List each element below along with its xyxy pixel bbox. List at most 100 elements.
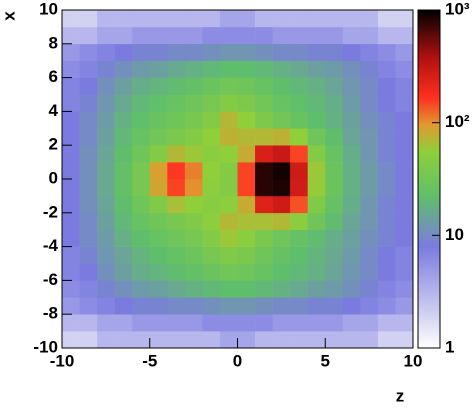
cell	[395, 10, 414, 28]
cell	[272, 111, 291, 129]
cell	[114, 179, 133, 197]
cell	[255, 145, 273, 163]
cell	[255, 10, 273, 28]
cell	[184, 60, 203, 78]
cell	[62, 77, 80, 95]
cell	[149, 10, 168, 28]
cell	[290, 162, 308, 180]
cell	[149, 229, 168, 247]
cell	[377, 246, 396, 264]
cell	[149, 145, 168, 163]
cell	[132, 26, 151, 45]
cell	[219, 212, 238, 230]
cell	[325, 314, 344, 332]
y-tick-label: -10	[33, 337, 58, 356]
x-tick-label: -10	[50, 351, 75, 370]
cell	[184, 10, 203, 28]
cell	[62, 145, 80, 163]
cell	[307, 314, 326, 332]
cell	[272, 195, 291, 214]
cell	[167, 128, 186, 146]
cell	[184, 331, 203, 349]
cell	[360, 229, 379, 247]
cell	[149, 128, 168, 146]
cell	[342, 77, 361, 95]
cell	[325, 331, 344, 349]
cell	[202, 162, 221, 180]
cell	[97, 128, 115, 146]
cell	[114, 297, 133, 315]
cell	[360, 331, 379, 349]
cell	[307, 10, 326, 28]
cell	[290, 314, 308, 332]
cell	[360, 297, 379, 315]
cell	[272, 10, 291, 28]
cell	[97, 111, 115, 129]
color-tick-label: 10³	[445, 0, 470, 18]
cell	[325, 297, 344, 315]
cell	[62, 280, 80, 298]
cell	[149, 212, 168, 230]
x-tick-label: 0	[233, 351, 242, 370]
cell	[97, 314, 115, 332]
cell	[219, 162, 238, 180]
cell	[255, 94, 273, 112]
cell	[377, 280, 396, 298]
color-tick-label: 10²	[445, 112, 470, 131]
cell	[79, 145, 98, 163]
cell	[395, 77, 414, 95]
cell	[114, 229, 133, 247]
cell	[255, 43, 273, 61]
cell	[290, 229, 308, 247]
cell	[62, 10, 80, 28]
cell	[360, 10, 379, 28]
cell	[167, 111, 186, 129]
cell	[307, 162, 326, 180]
cell	[395, 43, 414, 61]
cell	[290, 77, 308, 95]
cell	[167, 162, 186, 180]
x-tick-label: 10	[404, 351, 423, 370]
cell	[184, 43, 203, 61]
cell	[325, 43, 344, 61]
cell	[290, 26, 308, 45]
cell	[237, 77, 256, 95]
cell	[377, 263, 396, 281]
cell	[290, 111, 308, 129]
cell	[114, 145, 133, 163]
cell	[97, 10, 115, 28]
cell	[79, 297, 98, 315]
cell	[290, 246, 308, 264]
cell	[237, 26, 256, 45]
cell	[114, 331, 133, 349]
cell	[62, 128, 80, 146]
cell	[360, 145, 379, 163]
cell	[255, 212, 273, 230]
cell	[325, 10, 344, 28]
cell	[202, 77, 221, 95]
cell	[395, 297, 414, 315]
cell	[167, 280, 186, 298]
cell	[255, 331, 273, 349]
cell	[272, 162, 291, 180]
y-tick-label: 6	[49, 67, 58, 86]
x-tick-label: 5	[321, 351, 330, 370]
cell	[360, 314, 379, 332]
cell	[377, 212, 396, 230]
cell	[237, 229, 256, 247]
cell	[272, 229, 291, 247]
cell	[184, 314, 203, 332]
cell	[377, 162, 396, 180]
cell	[202, 314, 221, 332]
cell	[360, 128, 379, 146]
cell	[325, 162, 344, 180]
y-tick-label: -6	[43, 270, 58, 289]
cell	[395, 111, 414, 129]
cell	[272, 26, 291, 45]
cell	[395, 195, 414, 214]
cell	[307, 297, 326, 315]
cell	[79, 229, 98, 247]
cell	[342, 128, 361, 146]
cell	[290, 94, 308, 112]
cell	[290, 297, 308, 315]
